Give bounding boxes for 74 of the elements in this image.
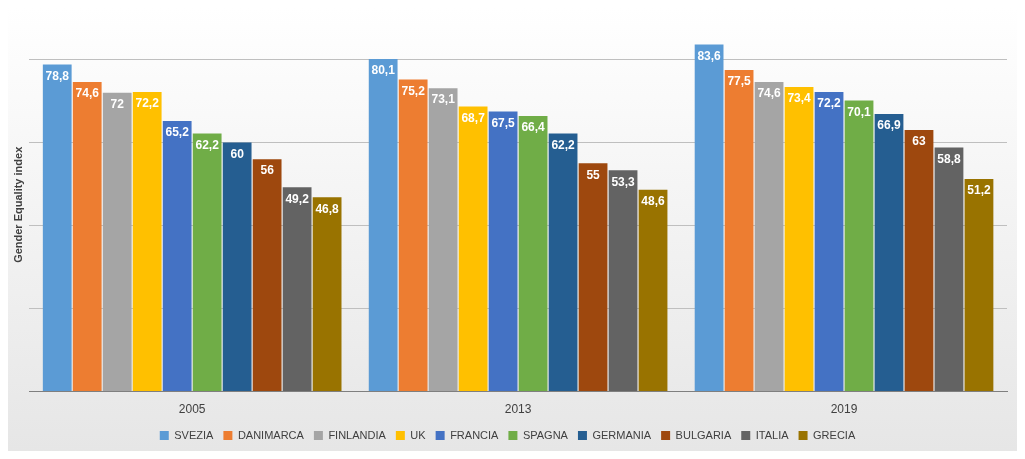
bar — [754, 81, 784, 392]
data-label: 46,8 — [315, 201, 340, 216]
data-label: 55 — [586, 167, 601, 182]
bar — [162, 120, 192, 392]
data-label: 73,1 — [431, 92, 456, 107]
data-label: 51,2 — [967, 183, 991, 198]
bar — [72, 81, 102, 392]
data-label: 83,6 — [697, 48, 722, 63]
legend-label: FRANCIA — [450, 428, 500, 441]
bar — [488, 111, 518, 392]
bar — [874, 113, 904, 392]
bar — [784, 86, 814, 392]
bar — [102, 92, 132, 392]
legend-label: GRECIA — [813, 428, 856, 441]
bar — [548, 133, 578, 392]
bar — [638, 189, 668, 392]
bar — [814, 91, 844, 392]
legend-label: FINLANDIA — [328, 428, 387, 441]
bar — [844, 100, 874, 392]
bar — [368, 59, 398, 392]
data-label: 63 — [912, 134, 926, 149]
bar — [518, 115, 548, 392]
data-label: 58,8 — [937, 151, 961, 166]
data-label: 62,2 — [551, 137, 576, 152]
data-label: 62,2 — [195, 137, 220, 152]
data-label: 78,8 — [45, 68, 70, 83]
bar — [964, 179, 994, 392]
x-tick-label: 2013 — [504, 402, 532, 417]
bar — [282, 187, 312, 392]
bar — [904, 130, 934, 392]
legend-label: UK — [410, 428, 427, 441]
data-label: 67,5 — [491, 115, 516, 130]
data-label: 49,2 — [285, 191, 310, 206]
data-label: 65,2 — [165, 125, 190, 140]
legend-label: SPAGNA — [522, 428, 569, 441]
bar — [934, 147, 964, 392]
data-label: 68,7 — [461, 110, 486, 125]
bar — [252, 159, 282, 392]
data-label: 80,1 — [371, 63, 396, 78]
bar — [398, 79, 428, 392]
x-tick-label: 2019 — [830, 402, 858, 417]
data-label: 66,4 — [521, 120, 546, 135]
bar — [312, 197, 342, 392]
legend-label: BULGARIA — [675, 428, 732, 441]
bar — [222, 142, 252, 392]
bar — [458, 106, 488, 392]
bar — [694, 44, 724, 392]
legend-label: ITALIA — [755, 428, 790, 441]
legend-label: SVEZIA — [174, 428, 215, 441]
data-label: 70,1 — [847, 104, 872, 119]
data-label: 53,3 — [611, 174, 636, 189]
data-label: 66,9 — [877, 118, 902, 133]
data-label: 60 — [230, 146, 245, 161]
data-label: 74,6 — [75, 86, 100, 101]
y-axis-title: Gender Equality index — [11, 145, 24, 263]
bar — [428, 88, 458, 392]
bar — [608, 170, 638, 392]
data-label: 72,2 — [817, 96, 842, 111]
data-label: 72 — [110, 97, 125, 112]
data-label: 48,6 — [641, 194, 666, 209]
bar — [192, 133, 222, 392]
bar — [42, 64, 72, 392]
data-label: 74,6 — [757, 86, 782, 101]
data-label: 72,2 — [135, 96, 160, 111]
legend-label: GERMANIA — [592, 428, 652, 441]
legend-label: DANIMARCA — [237, 428, 305, 441]
data-label: 73,4 — [787, 91, 812, 106]
data-label: 75,2 — [401, 83, 426, 98]
data-label: 56 — [260, 163, 275, 178]
bar — [724, 69, 754, 392]
x-tick-label: 2005 — [178, 402, 206, 417]
data-label: 77,5 — [727, 74, 752, 89]
bar — [578, 163, 608, 392]
bar — [132, 91, 162, 392]
